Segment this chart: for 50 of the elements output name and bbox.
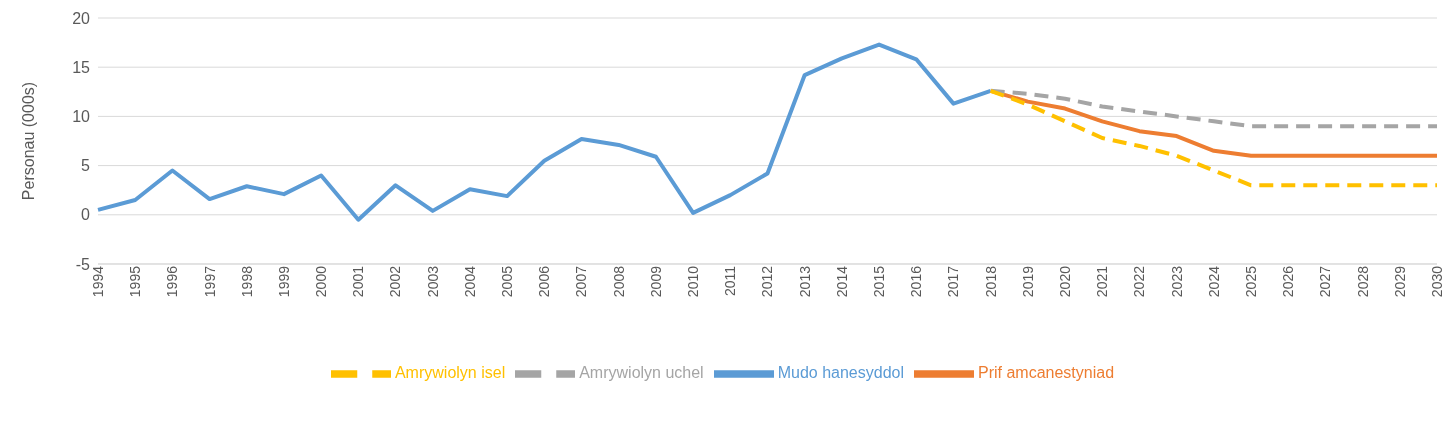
x-tick-label: 1995 bbox=[127, 265, 144, 298]
x-tick-label: 2001 bbox=[350, 265, 367, 298]
legend-label: Amrywiolyn uchel bbox=[579, 364, 704, 382]
x-tick-label: 2010 bbox=[685, 265, 702, 298]
x-tick-label: 2013 bbox=[796, 265, 813, 298]
x-tick-label: 2025 bbox=[1242, 265, 1259, 298]
x-tick-label: 2004 bbox=[461, 265, 478, 298]
x-tick-label: 2019 bbox=[1019, 265, 1036, 298]
x-tick-label: 2028 bbox=[1354, 265, 1371, 298]
x-tick-label: 2000 bbox=[313, 265, 330, 298]
x-tick-label: 2021 bbox=[1094, 265, 1111, 298]
y-tick-label: 15 bbox=[72, 58, 91, 76]
x-tick-label: 2002 bbox=[387, 265, 404, 298]
x-tick-label: 2022 bbox=[1131, 265, 1148, 298]
x-tick-label: 2015 bbox=[871, 265, 888, 298]
x-tick-label: 2029 bbox=[1391, 265, 1408, 298]
x-tick-label: 2011 bbox=[722, 265, 739, 297]
x-tick-label: 2005 bbox=[499, 265, 516, 298]
legend-label: Mudo hanesyddol bbox=[777, 364, 904, 382]
x-tick-label: 2016 bbox=[908, 265, 925, 298]
x-tick-label: 2003 bbox=[424, 265, 441, 298]
x-tick-label: 1994 bbox=[89, 265, 106, 298]
line-series bbox=[96, 42, 993, 222]
y-tick-label: 5 bbox=[81, 157, 91, 175]
x-tick-label: 1998 bbox=[238, 265, 255, 298]
x-tick-label: 1999 bbox=[275, 265, 292, 298]
x-tick-label: 2024 bbox=[1205, 265, 1222, 298]
y-tick-label: 20 bbox=[72, 9, 91, 27]
x-tick-label: 2020 bbox=[1057, 265, 1073, 298]
x-tick-label: 2027 bbox=[1317, 265, 1334, 298]
legend-label: Prif amcanestyniad bbox=[977, 364, 1115, 382]
x-tick-label: 2006 bbox=[536, 265, 553, 298]
x-tick-label: 1997 bbox=[201, 265, 218, 298]
y-tick-label: -5 bbox=[75, 255, 91, 273]
x-tick-label: 2030 bbox=[1428, 265, 1445, 298]
x-tick-label: 2012 bbox=[759, 265, 776, 298]
y-tick-label: 10 bbox=[72, 108, 91, 126]
x-tick-label: 2009 bbox=[647, 265, 664, 298]
x-tick-label: 2023 bbox=[1168, 265, 1185, 298]
x-tick-label: 2014 bbox=[833, 265, 850, 298]
x-tick-label: 2008 bbox=[610, 265, 627, 298]
x-tick-label: 2007 bbox=[573, 265, 590, 298]
y-tick-label: 0 bbox=[81, 206, 91, 224]
line-series bbox=[988, 88, 1439, 188]
legend-label: Amrywiolyn isel bbox=[394, 364, 506, 382]
x-tick-label: 2018 bbox=[982, 265, 999, 298]
x-tick-label: 2017 bbox=[945, 265, 962, 298]
x-tick-label: 2026 bbox=[1280, 265, 1297, 298]
y-axis-title: Personau (000s) bbox=[19, 81, 37, 201]
x-tick-label: 1996 bbox=[164, 265, 181, 298]
